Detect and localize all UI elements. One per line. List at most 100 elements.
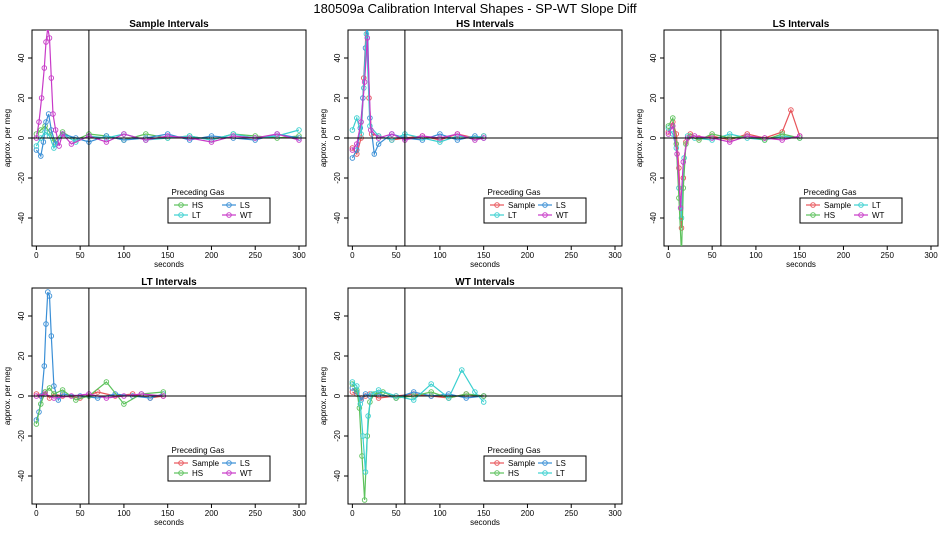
data-point (33, 147, 40, 153)
legend-entry-wt: WT (222, 211, 253, 220)
y-tick-label: -20 (17, 172, 26, 184)
data-point (38, 127, 44, 133)
y-tick-label: 0 (333, 393, 342, 398)
series-wt (33, 30, 302, 149)
data-point (680, 185, 687, 191)
data-point (38, 401, 44, 407)
x-tick-label: 250 (249, 251, 263, 260)
legend-entry-hs: HS (806, 211, 835, 220)
data-point (365, 16, 370, 21)
x-tick-label: 300 (608, 251, 622, 260)
data-point (43, 39, 49, 45)
legend-marker (494, 212, 500, 218)
x-tick-label: 200 (205, 251, 219, 260)
legend-marker (178, 202, 184, 208)
legend-label: Sample (508, 201, 536, 210)
series-ls (349, 16, 487, 161)
data-point (788, 107, 794, 113)
legend-label: WT (556, 211, 569, 220)
y-tick-label: 20 (649, 93, 658, 102)
legend-marker (494, 460, 500, 466)
data-point (361, 79, 368, 85)
data-point (459, 367, 465, 373)
data-point (36, 119, 42, 125)
legend-box (167, 197, 271, 224)
y-axis-label: approx. per meg (635, 109, 644, 167)
data-point (361, 497, 368, 503)
series-lt (349, 367, 487, 475)
legend-entry-wt: WT (222, 469, 253, 478)
y-tick-label: 20 (333, 93, 342, 102)
x-tick-label: 0 (34, 509, 39, 518)
data-point (73, 139, 79, 145)
y-tick-label: 40 (333, 311, 342, 320)
data-point (677, 205, 684, 211)
legend-label: HS (508, 469, 519, 478)
legend-entry-sample: Sample (174, 459, 220, 468)
x-tick-label: 300 (292, 251, 306, 260)
legend-entry-sample: Sample (490, 459, 536, 468)
y-axis-label: approx. per meg (3, 109, 12, 167)
legend: Preceding Gas Sample LS HS LT (483, 446, 587, 482)
legend-label: Sample (508, 459, 536, 468)
legend-label: HS (192, 469, 203, 478)
x-axis-label: seconds (786, 260, 816, 269)
legend: Preceding Gas Sample LS HS WT (167, 446, 271, 482)
chart-panel-2: HS Intervals 0 50 100 150 200 250 300 -40 -20 0 20 4… (319, 16, 623, 269)
y-tick-label: 0 (17, 393, 26, 398)
x-axis-label: seconds (154, 260, 184, 269)
chart-panel-3: LS Intervals 0 50 100 150 200 250 300 -40 -20 0 20 4… (635, 19, 939, 269)
data-point (678, 225, 685, 231)
data-point (33, 421, 40, 427)
data-point (354, 115, 360, 121)
y-tick-label: 0 (17, 135, 26, 140)
y-tick-label: -40 (649, 212, 658, 224)
data-point (296, 127, 302, 133)
y-tick-label: -20 (333, 430, 342, 442)
legend-title: Preceding Gas (488, 446, 541, 455)
data-point (365, 413, 371, 419)
legend-entry-sample: Sample (490, 201, 536, 210)
chart-title: Sample Intervals (129, 19, 209, 30)
data-point (360, 433, 366, 439)
x-tick-label: 50 (392, 251, 401, 260)
data-point (68, 141, 75, 147)
x-tick-label: 150 (477, 509, 491, 518)
series-wt (349, 35, 487, 153)
data-point (103, 379, 110, 385)
x-tick-label: 300 (292, 509, 306, 518)
series-ls (33, 111, 302, 159)
legend-title: Preceding Gas (172, 188, 225, 197)
y-tick-label: -40 (17, 470, 26, 482)
data-point (121, 131, 127, 137)
legend-marker (178, 470, 184, 476)
data-point (274, 131, 280, 137)
y-tick-label: -40 (333, 470, 342, 482)
data-point (357, 401, 364, 407)
series-hs (665, 115, 803, 246)
data-point (50, 111, 56, 117)
chart-title: LT Intervals (141, 277, 197, 288)
legend: Preceding Gas HS LS LT WT (167, 188, 271, 224)
legend-box (799, 197, 903, 224)
data-point (349, 127, 356, 133)
legend-box (483, 197, 587, 224)
legend-box (167, 455, 271, 482)
series-line (35, 381, 164, 425)
x-tick-label: 250 (565, 251, 579, 260)
legend-marker (226, 212, 232, 218)
y-axis-label: approx. per meg (319, 109, 328, 167)
legend-entry-lt: LT (174, 211, 201, 220)
legend-marker (858, 202, 864, 208)
y-tick-label: 0 (333, 135, 342, 140)
y-tick-label: 20 (17, 351, 26, 360)
legend-entry-hs: HS (174, 469, 203, 478)
data-point (680, 159, 687, 165)
data-point (45, 30, 50, 31)
legend-marker (178, 212, 184, 218)
data-point (208, 139, 215, 145)
series-line (35, 291, 164, 421)
legend: Preceding Gas Sample LS LT WT (483, 188, 587, 224)
